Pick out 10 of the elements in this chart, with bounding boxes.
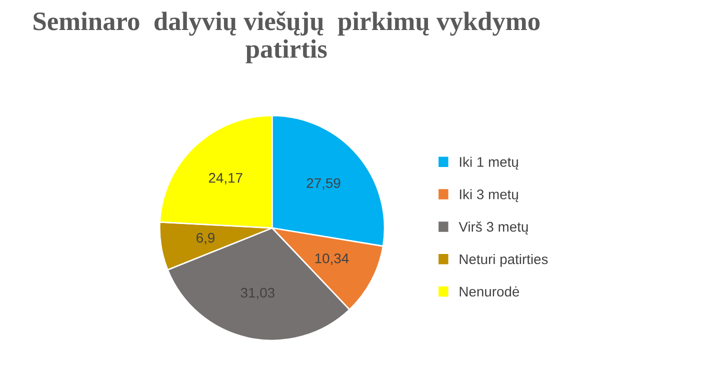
- legend-label: Iki 3 metų: [460, 189, 518, 202]
- data-label: 27,59: [306, 178, 340, 190]
- chart-title: Seminaro dalyvių viešųjų pirkimų vykdymo patirtis: [34, 11, 540, 64]
- data-label: 6,9: [196, 232, 214, 244]
- legend-label: Neturi patirties: [460, 254, 548, 267]
- data-label: 24,17: [208, 172, 242, 184]
- legend-label: Virš 3 metų: [458, 222, 528, 235]
- legend-label: Iki 1 metų: [460, 156, 518, 170]
- legend-label: Nenurodė: [460, 286, 520, 297]
- data-label: 10,34: [315, 253, 349, 265]
